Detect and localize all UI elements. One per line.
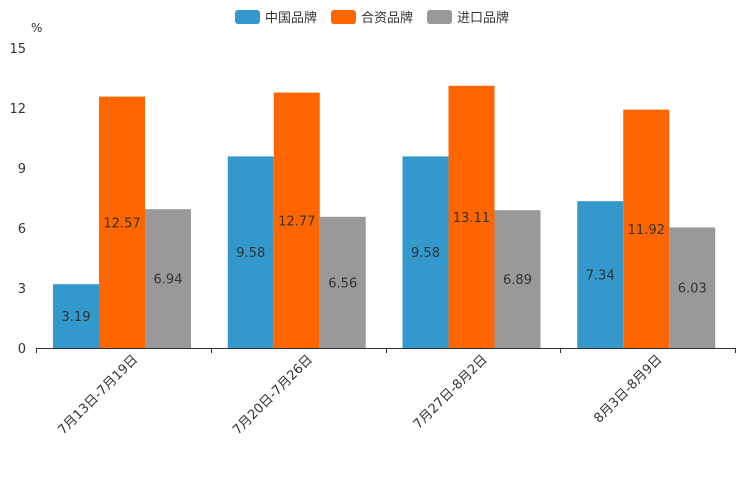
x-tick-label-3: 8月3日-8月9日 — [591, 352, 665, 426]
bar-series0-cat2[interactable] — [402, 156, 449, 348]
data-label-series0-cat0: 3.19 — [62, 310, 91, 325]
legend-item-import-brand[interactable]: 进口品牌 — [427, 7, 509, 26]
bar-series1-cat2[interactable] — [448, 85, 495, 349]
data-label-series1-cat2: 13.11 — [453, 211, 490, 226]
y-axis-unit-label: % — [31, 21, 43, 35]
data-label-series0-cat2: 9.58 — [411, 246, 440, 261]
x-tick-label-1: 7月20日-7月26日 — [230, 352, 316, 438]
bar-series2-cat2[interactable] — [494, 210, 541, 348]
bar-series2-cat1[interactable] — [319, 216, 366, 348]
x-tick-label-2: 7月27日-8月2日 — [411, 352, 491, 432]
y-tick-label-1: 3 — [18, 282, 26, 297]
legend-item-china-brand[interactable]: 中国品牌 — [234, 7, 317, 26]
data-label-series0-cat3: 7.34 — [586, 269, 615, 284]
data-label-series2-cat3: 6.03 — [678, 282, 707, 297]
y-tick-label-5: 15 — [9, 42, 26, 57]
data-label-series0-cat1: 9.58 — [236, 246, 265, 261]
legend-swatch-joint-venture-brand — [330, 9, 356, 24]
data-label-series2-cat2: 6.89 — [503, 273, 532, 288]
y-tick-label-3: 9 — [18, 162, 26, 177]
data-label-series2-cat1: 6.56 — [328, 276, 357, 291]
legend-swatch-import-brand — [427, 9, 452, 24]
legend-label-import-brand: 进口品牌 — [457, 11, 510, 26]
bar-series2-cat0[interactable] — [145, 209, 191, 348]
bar-series0-cat1[interactable] — [227, 156, 274, 348]
bar-series0-cat3[interactable] — [577, 201, 624, 348]
legend-swatch-china-brand — [234, 9, 260, 24]
y-tick-label-4: 12 — [9, 102, 26, 117]
bar-series2-cat3[interactable] — [669, 227, 716, 348]
legend: 中国品牌 合资品牌 进口品牌 — [0, 7, 744, 26]
data-label-series1-cat1: 12.77 — [278, 214, 315, 229]
data-label-series2-cat0: 6.94 — [154, 273, 183, 288]
legend-item-joint-venture-brand[interactable]: 合资品牌 — [330, 7, 413, 26]
bar-series1-cat1[interactable] — [273, 92, 320, 348]
y-tick-label-0: 0 — [18, 342, 26, 357]
legend-label-china-brand: 中国品牌 — [264, 11, 317, 26]
x-tick-label-0: 7月13日-7月19日 — [55, 352, 141, 438]
y-tick-label-2: 6 — [18, 222, 26, 237]
bar-series1-cat3[interactable] — [623, 109, 670, 348]
bar-series0-cat0[interactable] — [53, 284, 99, 348]
data-label-series1-cat0: 12.57 — [103, 216, 140, 231]
data-label-series1-cat3: 11.92 — [628, 223, 665, 238]
legend-label-joint-venture-brand: 合资品牌 — [360, 11, 413, 26]
bar-series1-cat0[interactable] — [99, 96, 145, 348]
